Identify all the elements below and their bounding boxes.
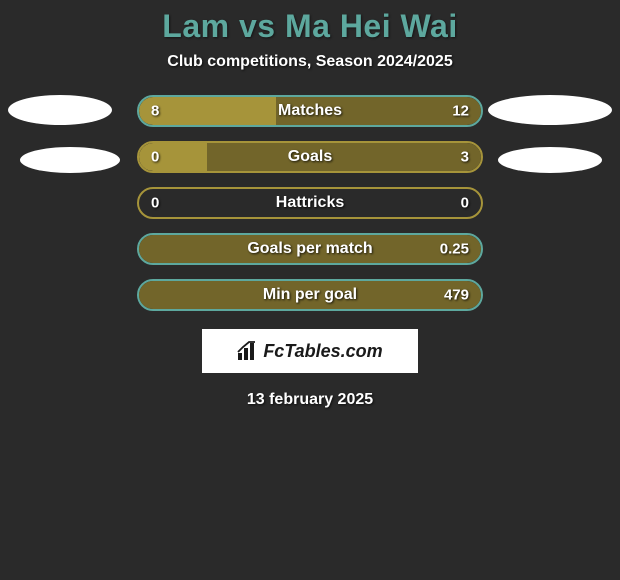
bar-fill-left xyxy=(139,97,276,125)
stat-label: Hattricks xyxy=(276,194,344,212)
stat-value-right: 12 xyxy=(452,103,469,120)
page-title: Lam vs Ma Hei Wai xyxy=(0,8,620,45)
date-text: 13 february 2025 xyxy=(0,391,620,409)
stat-bar: 0 Hattricks 0 xyxy=(137,187,483,219)
logo-text: FcTables.com xyxy=(263,341,382,362)
stat-value-right: 3 xyxy=(461,149,469,166)
stats-area: 8 Matches 12 0 Goals 3 0 Hattricks 0 Goals per ma… xyxy=(0,95,620,311)
stat-row: 0 Hattricks 0 xyxy=(0,187,620,219)
bar-fill-left xyxy=(139,143,207,171)
stat-value-left: 8 xyxy=(151,103,159,120)
stat-label: Matches xyxy=(278,102,342,120)
stat-value-left: 0 xyxy=(151,195,159,212)
stat-label: Goals xyxy=(288,148,332,166)
stat-bar: Goals per match 0.25 xyxy=(137,233,483,265)
stat-bar: Min per goal 479 xyxy=(137,279,483,311)
stat-value-right: 0 xyxy=(461,195,469,212)
stat-value-left: 0 xyxy=(151,149,159,166)
chart-icon xyxy=(237,341,259,361)
stat-row: Min per goal 479 xyxy=(0,279,620,311)
stat-label: Goals per match xyxy=(247,240,372,258)
stat-value-right: 479 xyxy=(444,287,469,304)
subtitle: Club competitions, Season 2024/2025 xyxy=(0,53,620,71)
stat-label: Min per goal xyxy=(263,286,357,304)
stat-value-right: 0.25 xyxy=(440,241,469,258)
stat-row: Goals per match 0.25 xyxy=(0,233,620,265)
stat-row: 8 Matches 12 xyxy=(0,95,620,127)
stat-bar: 0 Goals 3 xyxy=(137,141,483,173)
bar-fill-right xyxy=(207,143,481,171)
stat-row: 0 Goals 3 xyxy=(0,141,620,173)
logo-box: FcTables.com xyxy=(202,329,418,373)
stat-bar: 8 Matches 12 xyxy=(137,95,483,127)
